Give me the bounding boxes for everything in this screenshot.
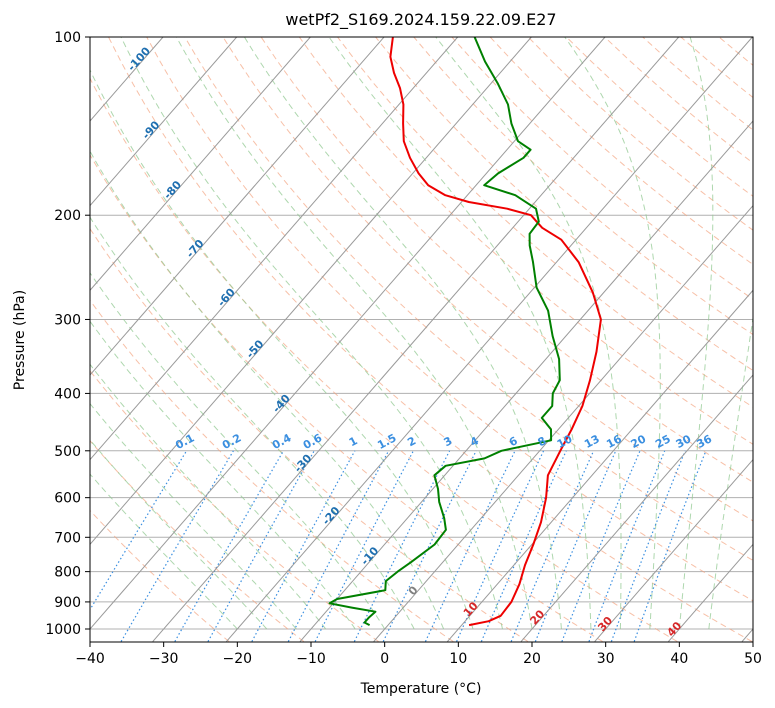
moist-adiabat [90, 473, 238, 630]
moist-adiabat [243, 37, 562, 630]
moist-adiabat [90, 402, 297, 630]
mixing-ratio-label: 30 [674, 432, 694, 451]
x-axis-ticks: −40 −30 −20 −10 0 10 20 30 40 50 [75, 642, 762, 667]
moist-adiabat [90, 439, 268, 630]
moist-adiabat [90, 363, 327, 630]
dry-adiabat [90, 77, 678, 642]
x-tick-label: 20 [523, 651, 541, 667]
isotherm [152, 37, 680, 642]
x-tick-label: 0 [380, 651, 389, 667]
isotherm [90, 37, 385, 376]
dry-adiabat [90, 439, 305, 642]
moist-adiabat [678, 37, 714, 630]
moist-adiabats [90, 37, 753, 630]
moist-adiabat [90, 320, 356, 630]
isotherm [373, 204, 753, 642]
x-tick-label: 50 [744, 651, 762, 667]
dry-adiabat [413, 37, 753, 336]
plot-area [90, 37, 753, 642]
mixing-ratio-line [174, 450, 284, 642]
isotherm [90, 37, 238, 207]
dry-adiabat [90, 370, 379, 642]
isotherm [90, 37, 532, 546]
mixing-ratio-line [633, 450, 707, 642]
moist-adiabat [90, 272, 386, 630]
dry-adiabat [90, 509, 230, 642]
x-tick-label: −40 [75, 651, 105, 667]
dry-adiabat [90, 299, 454, 642]
y-tick-label: 600 [54, 491, 81, 507]
isotherm [90, 37, 459, 461]
moist-adiabat [435, 37, 622, 629]
pressure-gridlines [90, 37, 753, 630]
moist-adiabat [120, 37, 503, 630]
dewpoint-profile [328, 37, 561, 626]
x-tick-label: −10 [296, 651, 326, 667]
mixing-ratio-line [90, 450, 188, 611]
dry-adiabat [260, 37, 753, 483]
y-tick-label: 700 [54, 530, 81, 546]
temperature-profile [389, 37, 602, 627]
y-tick-label: 900 [54, 595, 81, 611]
mixing-ratio-line [588, 450, 666, 642]
x-axis-label: Temperature (°C) [360, 681, 482, 697]
x-tick-label: 10 [449, 651, 467, 667]
y-tick-label: 1000 [45, 622, 81, 638]
dry-adiabats [90, 37, 753, 642]
x-tick-label: 30 [597, 651, 615, 667]
isotherm [226, 37, 753, 642]
isotherm [90, 37, 311, 292]
isotherm [520, 374, 753, 642]
mixing-ratio-label: 25 [653, 432, 673, 451]
x-tick-label: 40 [670, 651, 688, 667]
chart-title: wetPf2_S169.2024.159.22.09.E27 [285, 10, 556, 30]
mixing-ratio-label: 36 [694, 432, 714, 451]
y-tick-label: 100 [54, 30, 81, 46]
dry-adiabat [375, 37, 753, 372]
mixing-ratio-line [561, 450, 641, 642]
mixing-ratio-label: 20 [629, 432, 649, 451]
data-series [328, 37, 602, 627]
dry-adiabat [337, 37, 753, 408]
moist-adiabat [564, 37, 661, 629]
y-tick-label: 400 [54, 386, 81, 402]
moist-adiabat [90, 150, 445, 630]
moist-adiabat [90, 68, 474, 630]
mixing-ratio-line [353, 450, 451, 642]
isotherm [594, 458, 753, 642]
mixing-ratio-line [534, 450, 617, 642]
y-tick-label: 500 [54, 444, 81, 460]
mixing-ratio-line [207, 450, 315, 642]
mixing-ratio-line [251, 450, 356, 642]
isotherm [299, 120, 753, 642]
moist-adiabat [90, 216, 415, 630]
x-tick-label: −30 [149, 651, 179, 667]
x-tick-label: −20 [223, 651, 253, 667]
mixing-ratio-label: 10 [555, 432, 575, 451]
dry-adiabat [298, 37, 753, 445]
y-tick-label: 200 [54, 208, 81, 224]
mixing-ratio-label: 13 [582, 432, 602, 451]
plot-frame [89, 36, 754, 643]
mixing-ratio-line [610, 450, 686, 642]
moist-adiabat [328, 37, 592, 629]
mixing-ratio-line [456, 450, 545, 642]
mixing-ratio-line [510, 450, 595, 642]
moist-adiabat [175, 37, 533, 630]
dry-adiabat [90, 227, 529, 642]
mixing-ratio-label: 16 [604, 432, 624, 451]
moist-adiabat [708, 315, 753, 630]
y-axis-ticks: 100 200 300 400 500 600 700 800 900 1000 [45, 30, 90, 638]
y-axis-label: Pressure (hPa) [12, 290, 28, 390]
y-tick-label: 300 [54, 312, 81, 328]
dry-adiabat [108, 37, 753, 642]
y-tick-label: 800 [54, 565, 81, 581]
